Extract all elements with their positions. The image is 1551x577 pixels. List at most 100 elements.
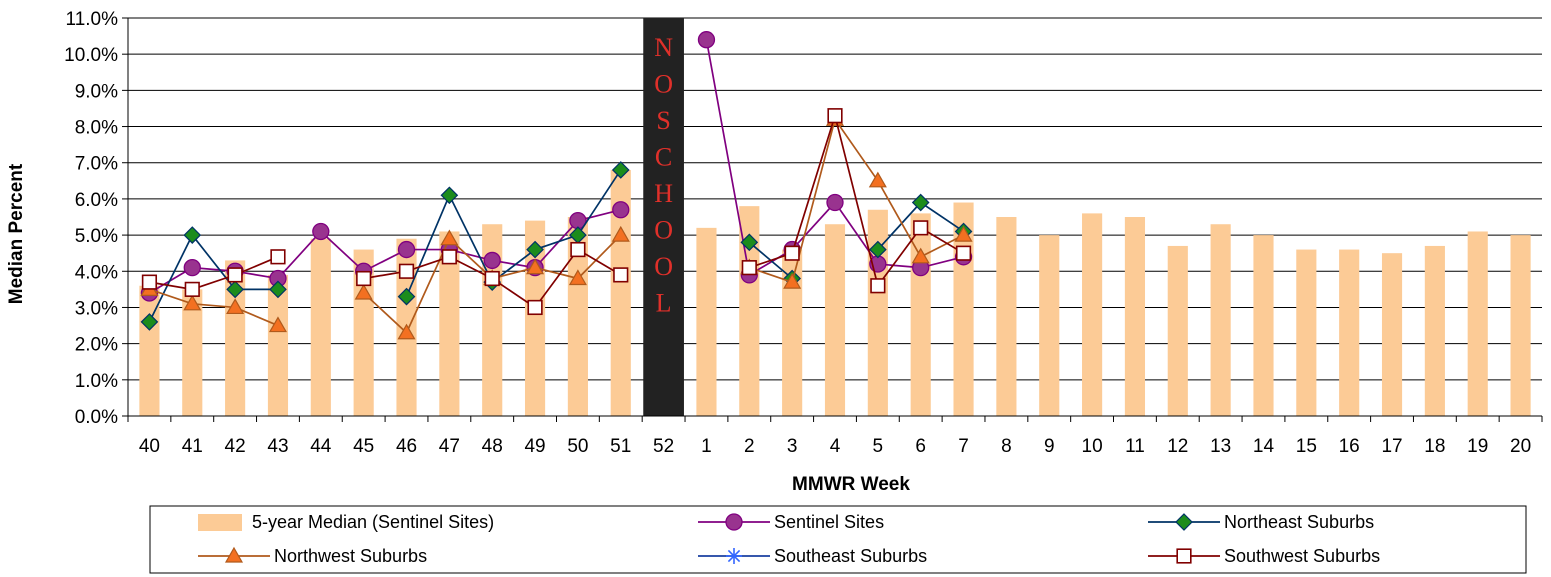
marker-star-stroke	[727, 549, 741, 563]
marker-diamond	[269, 280, 287, 299]
marker-triangle	[440, 229, 459, 246]
bar	[1381, 253, 1403, 416]
bar	[782, 249, 803, 416]
x-tick-label: 5	[873, 436, 884, 457]
marker-square	[398, 263, 415, 279]
x-tick-label: 16	[1339, 436, 1360, 457]
legend-item: Southeast Suburbs	[698, 546, 927, 566]
x-tick-label: 19	[1467, 436, 1488, 457]
bar	[267, 274, 289, 416]
y-tick-labels: 0.0% 1.0% 2.0% 3.0% 4.0% 5.0% 6.0% 7.0% 8.0% 9.0%…	[64, 9, 118, 428]
marker-triangle	[783, 272, 802, 289]
marker-triangle	[226, 298, 245, 315]
marker-triangle	[526, 258, 545, 275]
series-line	[749, 112, 964, 288]
bar	[139, 285, 160, 416]
marker-diamond	[440, 186, 459, 205]
x-tick-label: 8	[1001, 436, 1012, 457]
no-school-block	[643, 18, 684, 416]
no-school-letter: S	[656, 106, 670, 135]
legend-label: 5-year Median (Sentinel Sites)	[252, 512, 494, 532]
marker-square	[227, 267, 243, 283]
marker-triangle	[268, 316, 288, 333]
marker-triangle	[911, 247, 930, 264]
series-northeast-suburbs	[140, 161, 973, 331]
x-tick-label: 6	[915, 436, 926, 457]
line-series	[140, 31, 973, 340]
marker-triangle	[183, 294, 202, 311]
legend-item: Northeast Suburbs	[1148, 512, 1374, 532]
bar	[1253, 235, 1274, 416]
y-tick-label: 6.0%	[75, 190, 118, 211]
marker-diamond	[526, 240, 544, 259]
marker-diamond	[611, 161, 630, 179]
legend-swatch	[198, 514, 242, 531]
no-school-letter: O	[654, 216, 673, 245]
y-tick-label: 3.0%	[75, 298, 118, 319]
marker-triangle	[397, 323, 416, 340]
no-school-letter: N	[654, 33, 673, 62]
bar	[1082, 213, 1103, 416]
series-line	[405, 169, 622, 297]
marker-circle	[826, 193, 844, 212]
bar	[996, 217, 1017, 416]
series-northwest-suburbs	[140, 110, 973, 340]
bar	[225, 260, 246, 416]
marker-diamond	[140, 313, 159, 331]
legend-label: Sentinel Sites	[774, 512, 884, 532]
y-tick-label: 8.0%	[75, 118, 118, 139]
marker-triangle	[868, 171, 887, 188]
marker-square	[141, 274, 158, 290]
marker-circle	[312, 222, 330, 241]
x-tick-label: 14	[1253, 436, 1275, 457]
bar	[1339, 249, 1360, 416]
series-line	[749, 117, 964, 284]
no-school-letter: H	[654, 179, 673, 208]
x-tick-label: 9	[1044, 436, 1055, 457]
x-tick-label: 1	[701, 436, 712, 457]
series-line	[148, 233, 278, 323]
no-school-letter: C	[655, 143, 672, 172]
x-tick-label: 46	[396, 436, 417, 457]
marker-circle	[612, 201, 630, 219]
legend-label: Southwest Suburbs	[1224, 546, 1380, 566]
y-tick-label: 9.0%	[75, 81, 118, 102]
legend-label: Southeast Suburbs	[774, 546, 927, 566]
bar	[1124, 217, 1146, 416]
legend-item: Southwest Suburbs	[1148, 546, 1380, 566]
marker-triangle	[954, 225, 973, 242]
marker-star	[726, 548, 742, 564]
marker-square	[827, 108, 843, 124]
marker-diamond	[183, 226, 202, 244]
marker-diamond	[868, 240, 887, 259]
bar	[182, 289, 203, 416]
x-tick-label: 52	[653, 436, 674, 457]
marker-square	[484, 270, 500, 287]
marker-circle	[697, 31, 716, 49]
marker-square	[270, 249, 286, 265]
marker-square	[741, 260, 757, 276]
x-tick-label: 47	[439, 436, 460, 457]
x-tick-label: 45	[353, 436, 374, 457]
series-line	[149, 288, 279, 327]
bar	[1510, 235, 1531, 416]
legend-item: Northwest Suburbs	[198, 546, 427, 566]
x-tick-label: 41	[182, 436, 203, 457]
y-tick-label: 2.0%	[75, 335, 118, 356]
x-tick-label: 50	[567, 436, 588, 457]
legend-box	[149, 505, 1527, 574]
marker-square	[870, 278, 886, 294]
x-tick-labels: 40 41 42 43 44 45 46 47 48 49 50 51 52 1 2 3 4 5 6 7 8 9 10 11 1…	[139, 436, 1531, 457]
bar	[610, 169, 631, 416]
y-tick-label: 7.0%	[75, 154, 118, 175]
legend-item: Sentinel Sites	[698, 512, 884, 532]
marker-triangle	[224, 546, 244, 563]
marker-triangle	[354, 283, 373, 300]
bar	[696, 227, 717, 416]
x-tick-label: 40	[139, 436, 160, 457]
bar	[1467, 231, 1488, 416]
series-southwest-suburbs	[141, 108, 972, 316]
marker-circle	[397, 240, 416, 259]
bar	[567, 217, 588, 416]
